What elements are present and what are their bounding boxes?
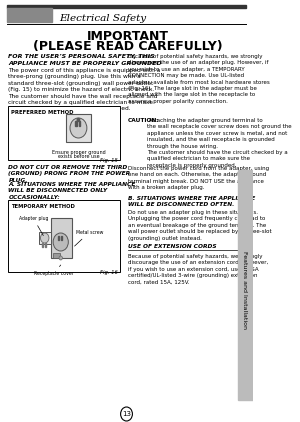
Text: Features and Installation: Features and Installation bbox=[242, 251, 247, 329]
Bar bbox=[76, 121, 77, 126]
Text: CAUTION:: CAUTION: bbox=[128, 118, 160, 123]
Text: Attaching the adapter ground terminal to
the wall receptacle cover screw does no: Attaching the adapter ground terminal to… bbox=[147, 118, 291, 168]
Text: Ensure proper ground: Ensure proper ground bbox=[52, 150, 105, 155]
Text: Because of potential safety hazards, we strongly
discourage the use of an adapte: Because of potential safety hazards, we … bbox=[128, 54, 270, 104]
Text: Receptacle cover: Receptacle cover bbox=[34, 265, 74, 276]
Text: Disconnect the power cord from the adapter, using
one hand on each. Otherwise, t: Disconnect the power cord from the adapt… bbox=[128, 166, 269, 190]
Circle shape bbox=[70, 118, 87, 138]
Bar bbox=[7, 8, 52, 22]
Text: FOR THE USER’S PERSONAL SAFETY, THIS
APPLIANCE MUST BE PROPERLY GROUNDED: FOR THE USER’S PERSONAL SAFETY, THIS APP… bbox=[8, 54, 162, 65]
Bar bbox=[39, 232, 51, 244]
Bar bbox=[51, 218, 72, 258]
Text: Adapter plug: Adapter plug bbox=[19, 216, 48, 235]
Text: DO NOT CUT OR REMOVE THE THIRD
(GROUND) PRONG FROM THE POWER
PLUG.: DO NOT CUT OR REMOVE THE THIRD (GROUND) … bbox=[8, 165, 130, 183]
Text: Because of potential safety hazards, we strongly
discourage the use of an extens: Because of potential safety hazards, we … bbox=[128, 254, 268, 284]
Text: Do not use an adapter plug in these situations.
Unplugging the power cord freque: Do not use an adapter plug in these situ… bbox=[128, 210, 272, 241]
Text: IMPORTANT: IMPORTANT bbox=[87, 30, 169, 43]
Bar bbox=[61, 235, 62, 240]
Bar bbox=[238, 170, 253, 400]
Text: The power cord of this appliance is equipped with a
three-prong (grounding) plug: The power cord of this appliance is equi… bbox=[8, 68, 161, 111]
Text: Metal screw: Metal screw bbox=[75, 230, 103, 246]
Text: 13: 13 bbox=[122, 411, 131, 417]
Text: (PLEASE READ CAREFULLY): (PLEASE READ CAREFULLY) bbox=[33, 40, 223, 53]
Bar bbox=[8, 106, 120, 160]
Bar bbox=[79, 121, 80, 126]
Text: Fig. 16: Fig. 16 bbox=[100, 270, 118, 275]
Bar bbox=[8, 200, 120, 272]
Bar bbox=[58, 235, 59, 240]
Circle shape bbox=[77, 119, 80, 122]
Bar bbox=[66, 114, 91, 142]
Circle shape bbox=[121, 407, 132, 421]
Text: B. SITUATIONS WHERE THE APPLIANCE
WILL BE DISCONNECTED OFTEN.: B. SITUATIONS WHERE THE APPLIANCE WILL B… bbox=[128, 196, 255, 207]
Bar bbox=[42, 243, 44, 247]
Circle shape bbox=[40, 233, 49, 243]
Bar bbox=[7, 5, 246, 8]
Text: TEMPORARY METHOD: TEMPORARY METHOD bbox=[11, 204, 75, 209]
Circle shape bbox=[59, 256, 62, 260]
Bar bbox=[53, 253, 60, 258]
Text: PREFERRED METHOD: PREFERRED METHOD bbox=[11, 110, 74, 115]
Text: Electrical Safety: Electrical Safety bbox=[59, 14, 146, 23]
Circle shape bbox=[53, 233, 68, 251]
Bar bbox=[45, 243, 46, 247]
Text: A. SITUATIONS WHERE THE APPLIANCE
WILL BE DISCONNECTED ONLY
OCCASIONALLY:: A. SITUATIONS WHERE THE APPLIANCE WILL B… bbox=[8, 182, 136, 200]
Text: USE OF EXTENSION CORDS: USE OF EXTENSION CORDS bbox=[128, 244, 217, 249]
Text: Fig. 15: Fig. 15 bbox=[100, 158, 118, 163]
Text: exists before use: exists before use bbox=[58, 154, 99, 159]
